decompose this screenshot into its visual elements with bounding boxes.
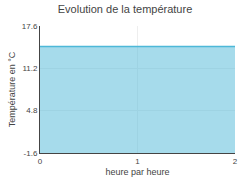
svg-text:heure par heure: heure par heure (105, 167, 169, 177)
svg-text:17.6: 17.6 (22, 22, 38, 31)
svg-text:11.2: 11.2 (22, 64, 38, 73)
svg-text:4.8: 4.8 (26, 106, 38, 115)
svg-text:1: 1 (135, 157, 140, 166)
svg-text:Température en °C: Température en °C (7, 51, 17, 127)
svg-text:Evolution de la température: Evolution de la température (58, 3, 193, 15)
svg-text:-1.6: -1.6 (24, 149, 38, 158)
svg-text:0: 0 (38, 157, 43, 166)
svg-text:2: 2 (233, 157, 238, 166)
